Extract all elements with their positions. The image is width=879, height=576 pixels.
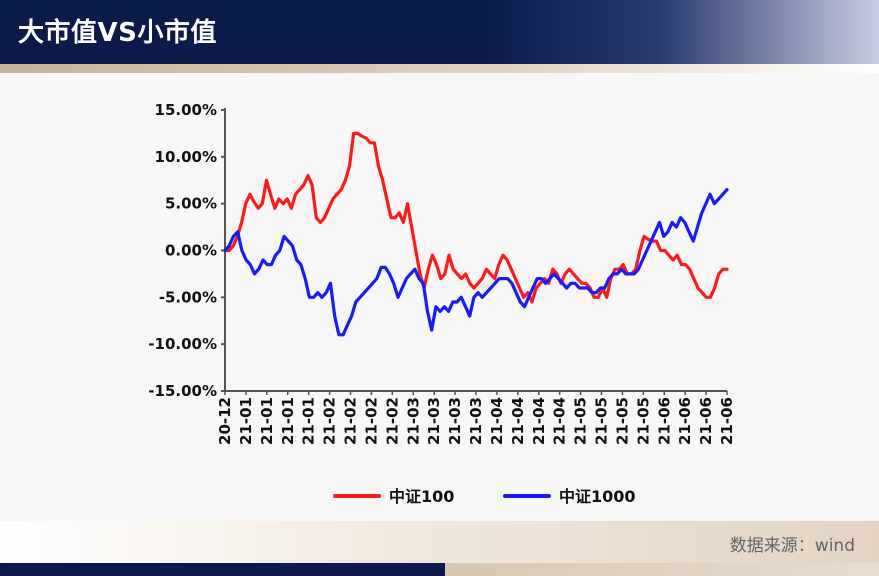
x-tick-label: 21-01 [258, 397, 276, 445]
x-tick-label: 21-05 [572, 397, 590, 445]
y-tick-label: -15.00% [148, 382, 217, 400]
series-line-2 [223, 187, 729, 337]
x-tick-label: 21-05 [613, 397, 631, 445]
y-tick-label: 10.00% [155, 148, 217, 166]
chart-panel: 15.00% 10.00% 5.00% 0.00% -5.00% -10.00% -15.0… [0, 73, 879, 521]
x-tick-label: 21-03 [425, 397, 443, 445]
legend-label-2: 中证1000 [559, 487, 636, 506]
x-tick-label: 21-02 [321, 397, 339, 445]
x-tick-label: 20-12 [216, 397, 234, 445]
x-tick-label: 21-04 [530, 397, 548, 445]
x-tick-label: 21-04 [509, 397, 527, 445]
line-chart: 15.00% 10.00% 5.00% 0.00% -5.00% -10.00% -15.0… [148, 101, 736, 506]
data-source-label: 数据来源：wind [729, 536, 855, 556]
series-line-1 [223, 131, 729, 304]
x-tick-label: 21-02 [383, 397, 401, 445]
x-tick-label: 21-05 [634, 397, 652, 445]
footer-band [0, 521, 879, 563]
y-tick-label: 0.00% [165, 242, 217, 260]
x-tick-label: 21-02 [342, 397, 360, 445]
x-tick-label: 21-06 [697, 397, 715, 445]
header-divider [0, 64, 879, 73]
y-tick-label: 5.00% [165, 195, 217, 213]
x-tick-label: 21-03 [467, 397, 485, 445]
x-tick-label: 21-06 [718, 397, 736, 445]
y-tick-label: -10.00% [148, 335, 217, 353]
x-tick-label: 21-01 [279, 397, 297, 445]
legend-label-1: 中证100 [389, 487, 454, 506]
x-tick-label: 21-01 [300, 397, 318, 445]
x-tick-label: 21-06 [676, 397, 694, 445]
y-tick-label: -5.00% [159, 288, 217, 306]
x-tick-label: 21-04 [488, 397, 506, 445]
x-tick-label: 21-05 [593, 397, 611, 445]
page-title: 大市值VS小市值 [18, 18, 217, 48]
bottom-bar-dark [0, 563, 445, 576]
bottom-bar-light [445, 563, 879, 576]
x-tick-label: 21-04 [551, 397, 569, 445]
header-banner: 大市值VS小市值 [0, 0, 879, 64]
x-tick-label: 21-02 [362, 397, 380, 445]
x-tick-label: 21-03 [446, 397, 464, 445]
x-tick-label: 21-06 [655, 397, 673, 445]
x-tick-label: 21-01 [237, 397, 255, 445]
x-tick-label: 21-03 [404, 397, 422, 445]
y-tick-label: 15.00% [155, 101, 217, 119]
